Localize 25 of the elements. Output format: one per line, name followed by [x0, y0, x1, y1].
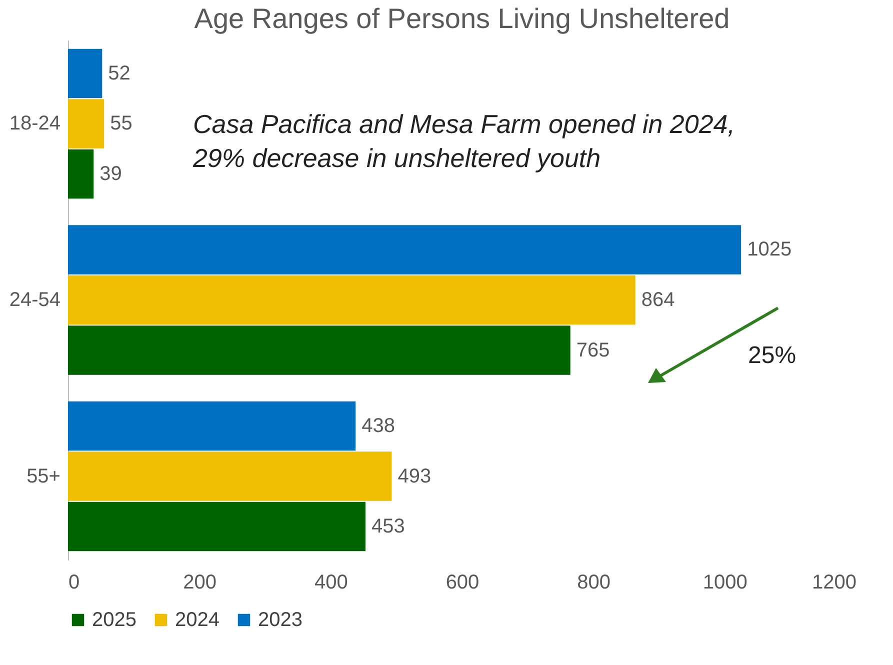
chart-title: Age Ranges of Persons Living Unsheltered: [194, 3, 730, 34]
data-label: 1025: [747, 238, 792, 261]
legend-label: 2023: [258, 609, 302, 631]
x-tick-label: 1000: [702, 572, 748, 594]
y-tick-label: 24-54: [9, 289, 60, 311]
legend-label: 2025: [92, 609, 136, 631]
x-tick-label: 1200: [812, 572, 856, 594]
x-tick-label: 200: [183, 572, 217, 594]
x-tick-label: 800: [577, 572, 611, 594]
data-label: 453: [371, 516, 405, 538]
data-label: 39: [100, 163, 122, 186]
y-tick-label: 55+: [26, 465, 60, 488]
data-label: 52: [108, 62, 130, 84]
y-tick-label: 18-24: [9, 112, 60, 135]
legend-label: 2024: [175, 609, 220, 631]
x-tick-label: 400: [314, 572, 348, 594]
data-label: 765: [576, 339, 610, 362]
annotation: 25%: [748, 341, 798, 371]
data-label: 55: [110, 112, 132, 135]
annotation: Casa Pacifica and Mesa Farm opened in 2024, 29% decrease in unsheltered youth: [193, 108, 736, 175]
x-tick-label: 0: [68, 572, 80, 594]
data-label: 864: [641, 289, 675, 311]
data-label: 438: [362, 414, 395, 437]
x-tick-label: 600: [446, 572, 480, 594]
data-label: 493: [398, 465, 432, 488]
